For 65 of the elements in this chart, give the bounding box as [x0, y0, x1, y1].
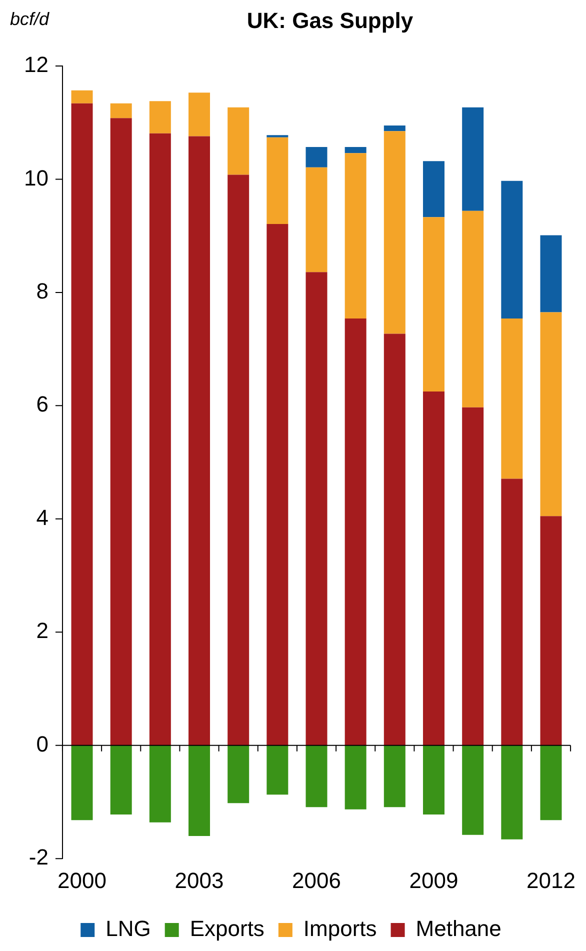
bar: [149, 133, 171, 746]
bar: [149, 101, 171, 134]
bar: [71, 90, 93, 104]
bar: [501, 180, 523, 318]
bar: [228, 745, 250, 804]
bar: [110, 745, 132, 814]
bar: [188, 92, 210, 136]
bar: [149, 745, 171, 822]
bar: [228, 107, 250, 175]
bar: [423, 392, 444, 746]
bar: [384, 745, 406, 808]
bar: [344, 153, 366, 318]
bar: [306, 272, 328, 746]
bar: [71, 103, 93, 746]
legend-label: Imports: [303, 916, 377, 942]
legend-label: LNG: [106, 916, 151, 942]
bar: [266, 745, 288, 795]
bar: [540, 235, 562, 312]
chart-title: UK: Gas Supply: [246, 8, 414, 34]
bar: [306, 745, 328, 808]
bar: [384, 334, 406, 746]
bar: [110, 103, 132, 118]
bar: [501, 478, 523, 746]
bar: [501, 318, 523, 479]
bar: [540, 312, 562, 516]
y-tick-label: -2: [28, 844, 48, 870]
x-tick-label: 2006: [292, 868, 341, 893]
y-tick-label: 12: [24, 52, 48, 78]
bar: [462, 107, 484, 211]
bar: [266, 224, 288, 746]
bar: [384, 131, 406, 334]
bar: [266, 137, 288, 224]
bar: [540, 516, 562, 746]
bar: [188, 745, 210, 836]
bar: [540, 745, 562, 820]
x-tick-label: 2012: [526, 868, 576, 893]
y-tick-label: 8: [36, 278, 48, 304]
bar: [423, 161, 444, 218]
y-axis-title: bcf/d: [10, 9, 50, 29]
x-tick-label: 2009: [409, 868, 458, 893]
y-tick-label: 2: [36, 618, 48, 644]
legend-label: Exports: [190, 916, 264, 942]
bar: [462, 407, 484, 746]
bar: [306, 146, 328, 168]
y-tick-label: 4: [36, 504, 48, 530]
bar: [344, 318, 366, 746]
bar: [306, 167, 328, 272]
bar: [384, 125, 406, 132]
bar: [501, 745, 523, 840]
bar: [344, 146, 366, 154]
bar: [188, 136, 210, 746]
x-tick-label: 2000: [58, 868, 106, 893]
bar: [344, 745, 366, 810]
y-tick-label: 6: [36, 392, 48, 417]
bar: [423, 217, 444, 392]
y-tick-label: 10: [24, 165, 48, 190]
bar: [71, 745, 93, 820]
bar: [228, 174, 250, 746]
bar: [462, 210, 484, 408]
y-tick-label: 0: [36, 731, 48, 756]
bar: [110, 118, 132, 746]
x-tick-label: 2003: [174, 868, 224, 893]
legend-label: Methane: [416, 916, 502, 942]
bar: [423, 745, 444, 814]
bar: [462, 745, 484, 835]
